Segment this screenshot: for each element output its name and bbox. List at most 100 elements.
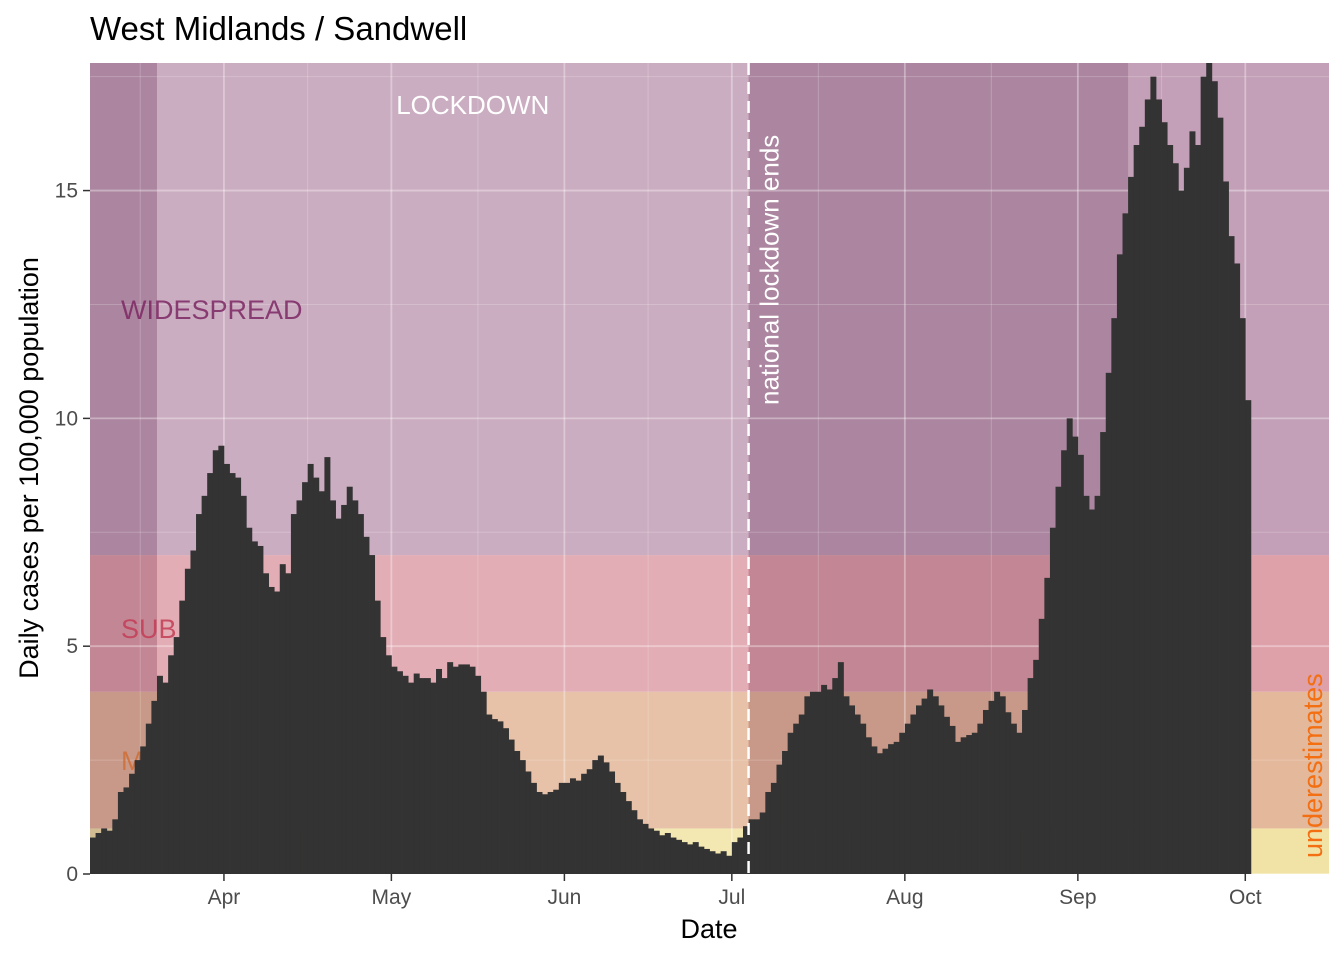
bar bbox=[625, 801, 632, 874]
bar bbox=[1089, 509, 1095, 874]
bar bbox=[982, 709, 989, 874]
bar bbox=[1100, 432, 1107, 874]
national-lockdown-end-label: national lockdown ends bbox=[755, 135, 785, 405]
bar bbox=[698, 846, 705, 874]
bar bbox=[463, 664, 470, 874]
bar bbox=[569, 778, 576, 874]
bar bbox=[396, 671, 403, 874]
bar bbox=[994, 691, 1001, 874]
bar bbox=[748, 819, 755, 874]
bar bbox=[1033, 659, 1040, 874]
bar bbox=[385, 655, 392, 874]
bar bbox=[1083, 495, 1090, 874]
bar bbox=[1044, 577, 1051, 874]
bar bbox=[547, 791, 554, 874]
bar bbox=[809, 691, 816, 874]
bar bbox=[731, 842, 738, 874]
bar bbox=[1055, 486, 1062, 874]
bar bbox=[151, 700, 158, 874]
bar bbox=[804, 696, 811, 874]
bar bbox=[101, 828, 108, 874]
bar bbox=[1072, 436, 1079, 874]
underestimates-note: underestimates bbox=[1298, 673, 1328, 858]
bar bbox=[1128, 176, 1135, 874]
x-tick-label: Sep bbox=[1059, 886, 1096, 909]
x-tick-label: Jun bbox=[547, 886, 581, 909]
bar bbox=[307, 463, 314, 874]
bar bbox=[134, 760, 141, 874]
bar bbox=[542, 794, 549, 874]
bar bbox=[586, 769, 593, 874]
bar bbox=[201, 495, 208, 874]
bar bbox=[1195, 145, 1202, 874]
bar bbox=[575, 780, 582, 874]
bar bbox=[999, 696, 1006, 874]
bar bbox=[1211, 81, 1218, 875]
bar bbox=[374, 600, 381, 874]
x-tick-label: Apr bbox=[208, 886, 241, 909]
y-tick-label: 10 bbox=[55, 407, 78, 430]
bar bbox=[257, 545, 264, 874]
bar bbox=[229, 473, 236, 874]
bar bbox=[430, 682, 437, 874]
bar bbox=[352, 500, 359, 874]
bar bbox=[681, 842, 688, 874]
bar bbox=[1133, 145, 1140, 874]
bar bbox=[290, 514, 297, 874]
bar bbox=[413, 673, 420, 874]
bar bbox=[1077, 454, 1084, 874]
bar bbox=[742, 826, 749, 874]
bar bbox=[921, 698, 928, 874]
bar bbox=[1222, 181, 1229, 874]
bar bbox=[815, 691, 822, 874]
bar bbox=[458, 664, 465, 874]
bar bbox=[424, 678, 431, 874]
bar bbox=[296, 500, 303, 874]
bar bbox=[184, 568, 191, 874]
bar bbox=[436, 668, 443, 874]
bar bbox=[1038, 618, 1045, 874]
bar bbox=[703, 848, 710, 874]
bar bbox=[251, 541, 258, 874]
bar bbox=[1245, 400, 1252, 874]
bar bbox=[759, 812, 766, 874]
bar bbox=[212, 450, 219, 874]
bar bbox=[960, 737, 967, 874]
bar bbox=[843, 696, 850, 874]
bar bbox=[447, 662, 454, 874]
bar bbox=[519, 760, 526, 874]
bar bbox=[653, 830, 660, 874]
bar bbox=[173, 637, 180, 874]
x-axis: Apr May Jun Jul Aug Sep Oct bbox=[208, 874, 1262, 909]
bar bbox=[938, 705, 945, 874]
bar bbox=[480, 691, 487, 874]
bar bbox=[279, 564, 286, 874]
bar bbox=[737, 837, 744, 874]
bar bbox=[475, 675, 482, 874]
bar bbox=[793, 723, 800, 874]
bar bbox=[910, 714, 917, 874]
bar bbox=[112, 819, 119, 874]
bar bbox=[765, 791, 772, 874]
bar bbox=[274, 591, 281, 874]
bar bbox=[648, 828, 655, 874]
bar bbox=[876, 753, 883, 874]
bar bbox=[553, 789, 560, 874]
bar bbox=[117, 791, 124, 874]
bar bbox=[927, 689, 934, 874]
bar bbox=[558, 782, 565, 874]
bar bbox=[904, 723, 911, 874]
bar bbox=[329, 500, 336, 874]
bar bbox=[977, 723, 984, 874]
bar bbox=[893, 741, 900, 874]
x-axis-title: Date bbox=[680, 914, 737, 944]
bar bbox=[971, 732, 978, 874]
bar bbox=[636, 819, 643, 874]
bar bbox=[955, 741, 962, 874]
bar bbox=[720, 851, 727, 874]
bar bbox=[408, 682, 415, 874]
bar bbox=[1049, 527, 1056, 874]
